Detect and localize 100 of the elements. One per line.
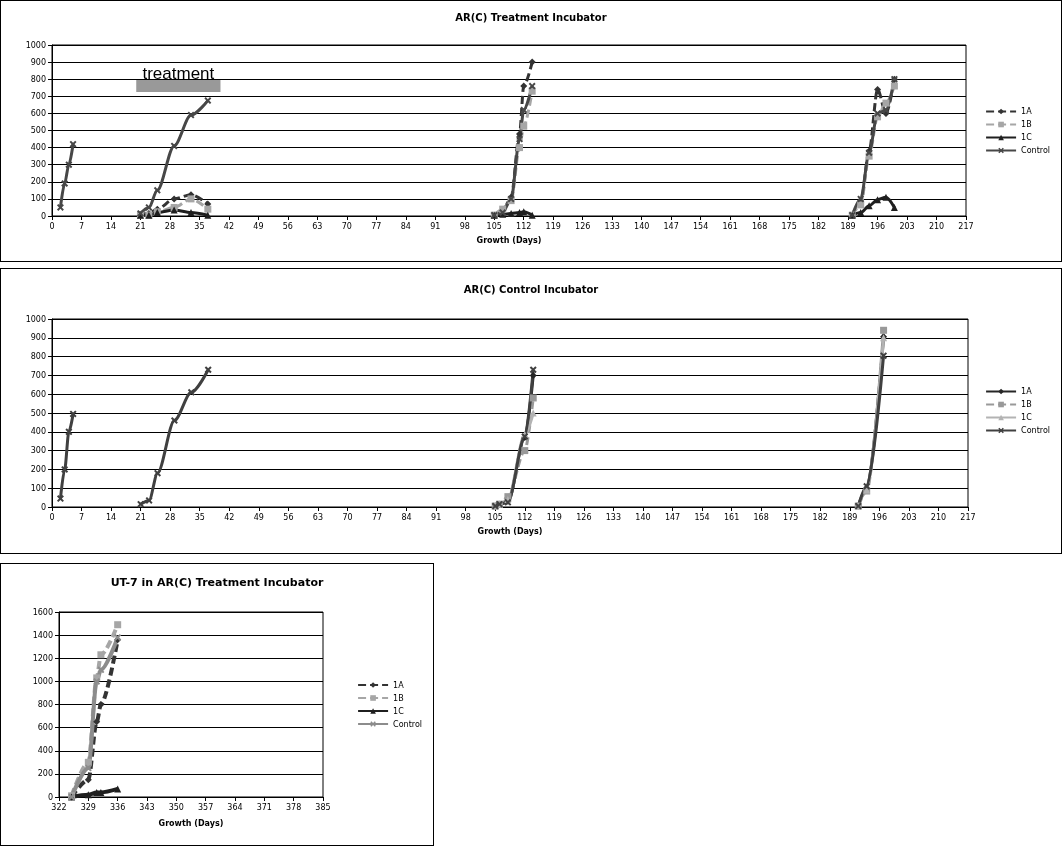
legend-label: 1C <box>1021 413 1033 422</box>
y-tick-label: 700 <box>30 370 46 380</box>
legend-label: 1B <box>1021 400 1032 409</box>
x-tick-label: 42 <box>224 512 235 522</box>
x-tick-label: 336 <box>110 802 126 812</box>
x-tick-label: 28 <box>164 221 176 231</box>
x-tick-label: 63 <box>312 512 324 522</box>
x-tick-label: 35 <box>194 512 205 522</box>
x-tick-label: 7 <box>78 221 85 231</box>
y-tick-label: 800 <box>37 700 53 709</box>
x-tick-label: 175 <box>781 221 797 231</box>
chart-title: AR(C) Control Incubator <box>463 283 599 295</box>
y-tick-label: 400 <box>30 427 46 437</box>
y-tick-label: 1200 <box>32 653 53 663</box>
x-tick-label: 105 <box>486 221 502 231</box>
x-tick-label: 322 <box>51 802 67 812</box>
x-tick-label: 133 <box>605 512 622 522</box>
chart-title: AR(C) Treatment Incubator <box>455 11 607 23</box>
legend-label: 1A <box>393 680 405 690</box>
x-tick-label: 126 <box>576 512 592 522</box>
y-tick-label: 800 <box>30 74 46 84</box>
x-tick-label: 189 <box>840 221 856 231</box>
x-tick-label: 385 <box>315 802 331 812</box>
x-tick-label: 119 <box>545 221 561 231</box>
x-axis-title: Growth (Days) <box>158 818 224 828</box>
x-tick-label: 140 <box>634 221 650 231</box>
x-tick-label: 21 <box>135 512 146 522</box>
x-tick-label: 70 <box>341 221 352 231</box>
x-tick-label: 35 <box>194 221 205 231</box>
x-tick-label: 49 <box>253 221 264 231</box>
x-tick-label: 203 <box>899 221 915 231</box>
y-tick-label: 100 <box>30 483 46 493</box>
x-tick-label: 154 <box>693 221 709 231</box>
x-tick-label: 329 <box>80 802 96 812</box>
legend-label: 1C <box>1021 133 1033 142</box>
x-tick-label: 168 <box>751 221 768 231</box>
x-tick-label: 357 <box>198 802 214 812</box>
x-tick-label: 7 <box>79 512 85 522</box>
x-tick-label: 91 <box>431 512 442 522</box>
x-tick-label: 126 <box>575 221 591 231</box>
y-tick-label: 500 <box>30 126 46 135</box>
x-tick-label: 84 <box>400 221 411 231</box>
x-tick-label: 161 <box>723 512 740 522</box>
x-tick-label: 28 <box>165 512 176 522</box>
x-tick-label: 49 <box>253 512 264 522</box>
legend-label: Control <box>1021 426 1050 435</box>
x-tick-label: 14 <box>105 221 117 231</box>
y-tick-label: 1000 <box>32 676 53 686</box>
x-tick-label: 154 <box>694 512 710 522</box>
y-tick-label: 700 <box>30 91 46 101</box>
y-tick-label: 600 <box>30 108 46 118</box>
x-tick-label: 98 <box>459 221 470 231</box>
x-tick-label: 105 <box>487 512 503 522</box>
x-tick-label: 161 <box>722 221 738 231</box>
x-tick-label: 203 <box>901 512 917 522</box>
legend-label: 1A <box>1021 107 1033 116</box>
y-tick-label: 200 <box>30 464 46 474</box>
x-tick-label: 350 <box>168 802 184 812</box>
x-tick-label: 378 <box>286 802 302 812</box>
y-tick-label: 0 <box>40 211 46 221</box>
y-tick-label: 0 <box>40 502 46 512</box>
x-tick-label: 168 <box>753 512 769 522</box>
x-tick-label: 112 <box>517 512 533 522</box>
x-tick-label: 56 <box>283 512 294 522</box>
x-tick-label: 182 <box>810 221 827 231</box>
x-tick-label: 112 <box>516 221 532 231</box>
y-tick-label: 1000 <box>25 314 46 324</box>
x-axis-title: Growth (Days) <box>477 526 543 536</box>
x-tick-label: 175 <box>783 512 799 522</box>
band-label: treatment <box>142 64 215 84</box>
y-tick-label: 400 <box>30 143 46 153</box>
x-tick-label: 21 <box>135 221 146 231</box>
x-tick-label: 56 <box>282 221 293 231</box>
y-tick-label: 300 <box>30 160 46 170</box>
legend-label: Control <box>1021 146 1050 155</box>
x-tick-label: 147 <box>663 221 679 231</box>
y-tick-label: 1600 <box>32 607 53 617</box>
y-tick-label: 1000 <box>25 40 46 50</box>
x-tick-label: 63 <box>312 221 323 231</box>
y-tick-label: 900 <box>30 57 46 67</box>
x-tick-label: 210 <box>930 512 947 522</box>
x-tick-label: 147 <box>664 512 681 522</box>
x-tick-label: 210 <box>928 221 945 231</box>
y-tick-label: 500 <box>30 408 46 418</box>
x-tick-label: 98 <box>460 512 471 522</box>
y-tick-label: 400 <box>37 746 53 756</box>
x-tick-label: 217 <box>958 221 974 231</box>
y-tick-label: 600 <box>30 389 46 399</box>
y-tick-label: 900 <box>30 333 46 343</box>
legend-label: 1C <box>393 706 405 716</box>
y-tick-label: 100 <box>30 194 46 204</box>
legend-label: 1B <box>393 693 404 703</box>
x-tick-label: 182 <box>812 512 828 522</box>
x-tick-label: 70 <box>342 512 353 522</box>
legend-label: 1A <box>1021 387 1033 396</box>
x-tick-label: 119 <box>546 512 562 522</box>
legend-label: 1B <box>1021 120 1032 129</box>
legend-label: Control <box>393 719 422 729</box>
x-tick-label: 140 <box>635 512 651 522</box>
y-tick-label: 200 <box>30 177 46 187</box>
